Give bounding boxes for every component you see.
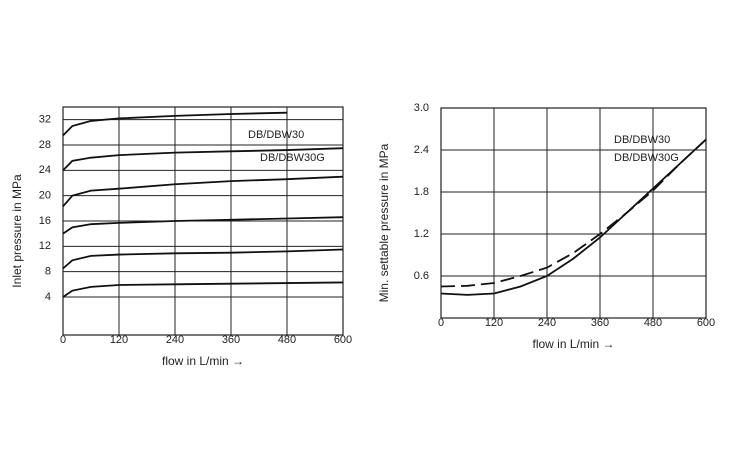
x-tick-label: 360	[591, 317, 609, 329]
x-tick-label: 240	[166, 334, 184, 346]
x-tick-label: 0	[438, 317, 444, 329]
annotation: DB/DBW30	[248, 129, 304, 141]
annotation: DB/DBW30G	[614, 152, 679, 164]
y-tick-label: 12	[39, 240, 51, 252]
data-line	[440, 138, 707, 296]
x-axis-title: flow in L/min →	[532, 337, 614, 351]
x-axis-title: flow in L/min →	[162, 354, 244, 368]
annotation: DB/DBW30	[614, 134, 670, 146]
x-tick-label: 480	[644, 317, 662, 329]
y-tick-label: 3.0	[414, 102, 429, 114]
data-line	[62, 147, 344, 171]
y-axis-title: Inlet pressure in MPa	[10, 174, 24, 288]
y-tick-label: 8	[45, 266, 51, 278]
y-tick-label: 1.2	[414, 228, 429, 240]
x-tick-label: 600	[697, 317, 715, 329]
x-tick-label: 600	[334, 334, 352, 346]
y-tick-label: 32	[39, 114, 51, 126]
y-tick-label: 24	[39, 164, 51, 176]
annotation: DB/DBW30G	[260, 152, 325, 164]
x-tick-label: 0	[60, 334, 66, 346]
data-line	[62, 175, 344, 208]
x-tick-label: 120	[485, 317, 503, 329]
y-tick-label: 20	[39, 190, 51, 202]
data-line	[62, 216, 344, 235]
data-line	[62, 281, 344, 298]
y-tick-label: 2.4	[414, 144, 429, 156]
y-tick-label: 4	[45, 291, 51, 303]
data-line	[440, 138, 707, 288]
data-line	[62, 111, 288, 137]
x-tick-label: 240	[538, 317, 556, 329]
x-tick-label: 480	[278, 334, 296, 346]
y-tick-label: 16	[39, 215, 51, 227]
x-tick-label: 360	[222, 334, 240, 346]
y-tick-label: 1.8	[414, 186, 429, 198]
x-tick-label: 120	[110, 334, 128, 346]
y-axis-title: Min. settable pressure in MPa	[377, 143, 391, 302]
y-tick-label: 28	[39, 139, 51, 151]
data-line	[62, 248, 344, 270]
y-tick-label: 0.6	[414, 270, 429, 282]
